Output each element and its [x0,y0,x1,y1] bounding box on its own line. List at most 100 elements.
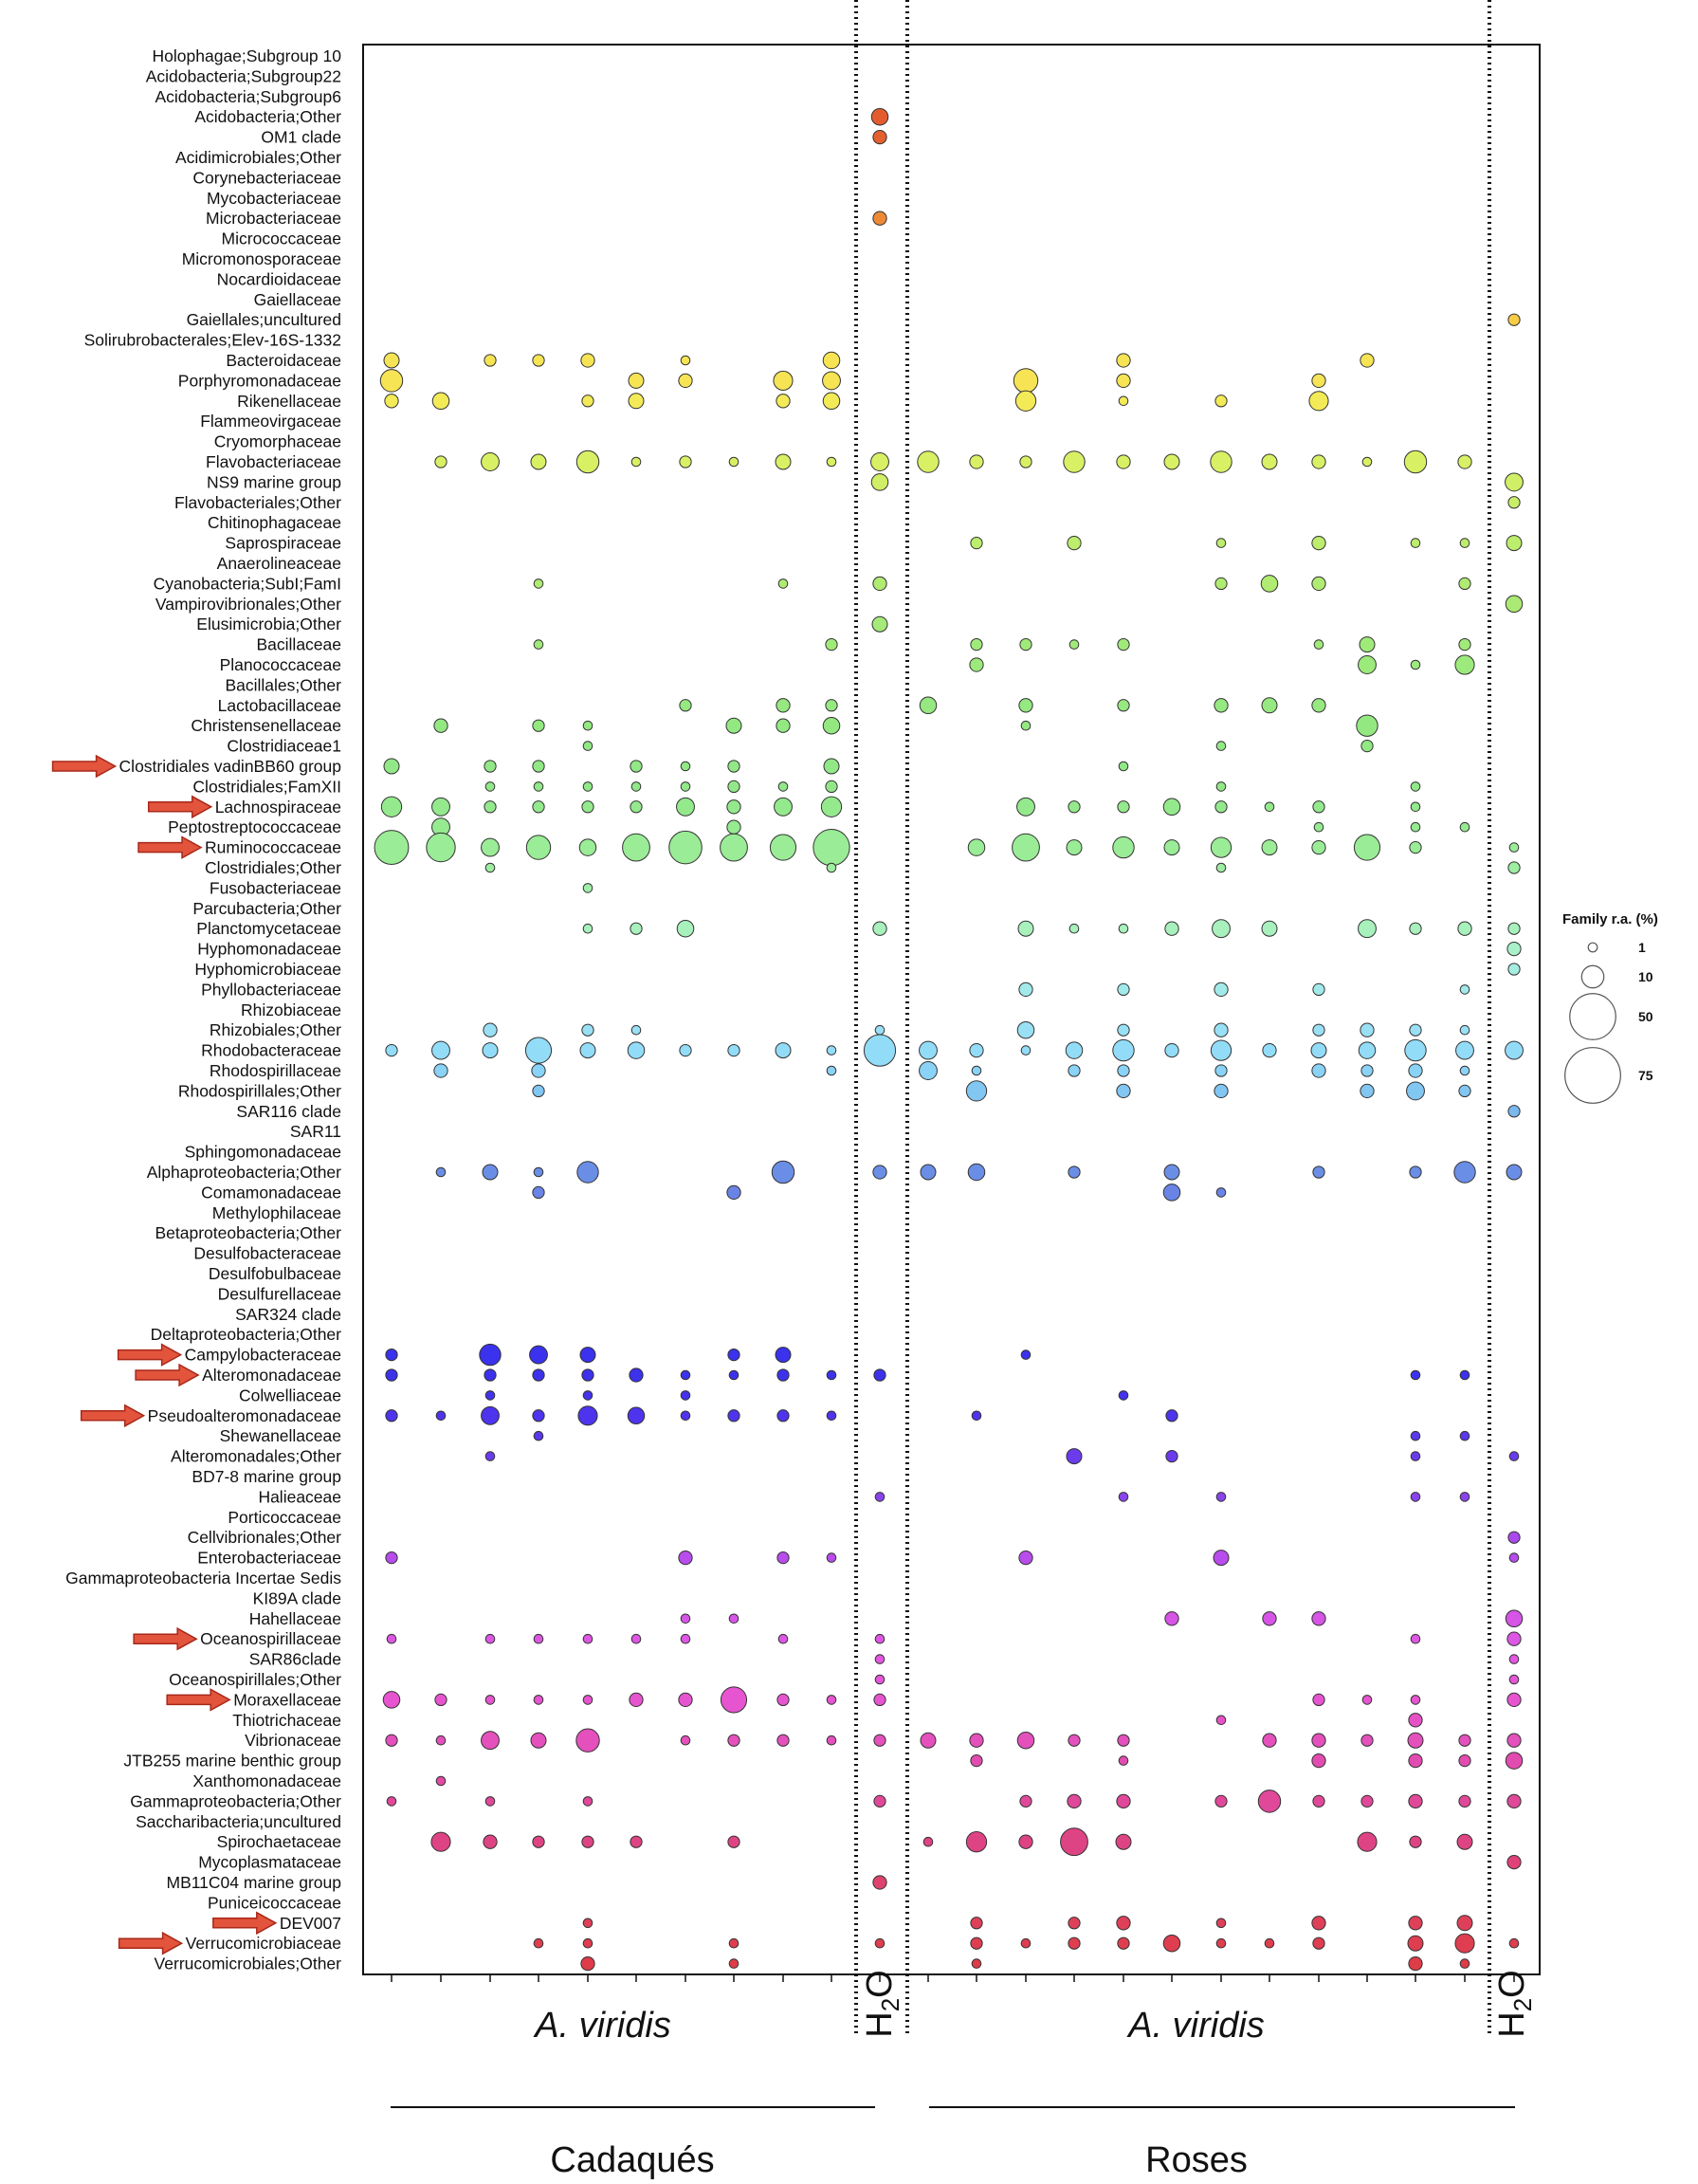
bubble-rhizobiales-other [874,1024,886,1036]
bubble-clostridiales-vadinbb60-group [1118,761,1129,772]
bubble-rhizobiales-other [1360,1022,1375,1037]
bubble-alteromonadaceae [728,1369,739,1381]
bubble-saprospiraceae [1215,538,1227,548]
bubble-planctomycetaceae [1457,921,1472,936]
bubble-moraxellaceae [1410,1695,1421,1705]
bubble-flavobacteriaceae [826,456,837,468]
bubble-flavobacteriaceae [969,454,984,469]
bubble-alteromonadaceae [680,1369,691,1381]
bubble-rhodobacteraceae [679,1043,692,1057]
x-ticks [391,1974,1515,1982]
family-label-verrucomicrobiaceae: Verrucomicrobiaceae [186,1934,341,1953]
bubble-enterobacteriaceae [1213,1550,1230,1567]
bubble-verrucomicrobiaceae [1068,1936,1081,1950]
bubble-spirochaetaceae [430,1831,451,1852]
bubble-hahellaceae [728,1613,739,1624]
bubble-pseudoalteromonadaceae [627,1406,646,1425]
bubble-pseudoalteromonadaceae [435,1410,447,1422]
bubble-clostridiales-famxii [777,781,789,792]
bubble-vibrionaceae [1068,1734,1081,1747]
bubble-rhodobacteraceae [969,1042,984,1058]
family-label-rhodospirillaceae: Rhodospirillaceae [210,1061,341,1080]
bubble-colwelliaceae [582,1390,593,1401]
bubble-ruminococcaceae [525,835,552,860]
bubble-rhodobacteraceae [482,1042,499,1059]
bubble-oceanospirillaceae [1506,1631,1522,1646]
family-label-acidobacteria-subgroup6: Acidobacteria;Subgroup6 [155,87,341,106]
bubble-rhodobacteraceae [919,1040,938,1060]
bubble-rhizobiales-other [1312,1023,1325,1037]
bubble-ruminococcaceae [1112,835,1135,859]
bubble-rikenellaceae [1214,395,1228,408]
bubble-vibrionaceae [1360,1734,1374,1747]
bubble-alteromonadaceae [1459,1369,1470,1381]
bubble-jtb255-marine-benthic-group [1505,1752,1524,1770]
bubble-rhodobacteraceae [1262,1042,1277,1058]
bubble-rhodobacteraceae [1455,1040,1474,1060]
bubbles [374,107,1524,1972]
bubble-flavobacteriaceae [870,452,889,471]
bubble-ruminococcaceae [1311,839,1326,855]
bubble-flavobacteriaceae [1403,450,1428,474]
bubble-pseudoalteromonadaceae [481,1405,500,1425]
bubble-rhodospirillales-other [1214,1083,1229,1099]
bubble-lachnospiraceae [431,797,450,817]
family-label-bd7-8-marine-group: BD7-8 marine group [192,1467,341,1486]
bubble-hahellaceae [680,1613,691,1624]
bubble-verrucomicrobiaceae [1454,1933,1475,1954]
bubble-pseudoalteromonadaceae [971,1410,982,1422]
bubble-phyllobacteriaceae [1214,982,1229,998]
bubble-flavobacteriaceae [1116,454,1131,469]
group-label-roses-coral: A. viridis [1126,2006,1265,2046]
bubble-rhodobacteraceae [1358,1041,1377,1059]
bubble-phyllobacteriaceae [1117,982,1130,997]
bubble-verrucomicrobiales-other [728,1958,739,1969]
bubble-pseudoalteromonadaceae [680,1410,691,1422]
bubble-halieaceae [874,1492,886,1502]
bubble-rhodobacteraceae [1065,1041,1084,1059]
bubble-oceanospirillaceae [386,1633,397,1644]
bubble-oceanospirillaceae [582,1633,593,1644]
bubble-lachnospiraceae [676,797,695,817]
bubble-dev007 [1408,1916,1423,1931]
bubble-xanthomonadaceae [435,1775,447,1787]
family-label-rhizobiales-other: Rhizobiales;Other [210,1020,341,1039]
family-label-acidobacteria-other: Acidobacteria;Other [194,107,341,126]
bubble-planctomycetaceae [1212,919,1231,939]
bubble-planctomycetaceae [1507,922,1521,935]
bubble-lachnospiraceae [1162,798,1181,817]
bubble-vibrionaceae [727,1734,740,1747]
bubble-lachnospiraceae [1312,800,1325,814]
bubble-ruminococcaceae [578,838,597,856]
bubble-alteromonadales-other [1066,1448,1083,1465]
bubble-pseudoalteromonadaceae [826,1410,837,1422]
bubble-saprospiraceae [1311,535,1326,551]
bubble-flavobacteriaceae [1261,453,1278,470]
bubble-phyllobacteriaceae [1018,982,1033,998]
bubble-peptostreptococcaceae [1459,821,1470,833]
family-label-fusobacteriaceae: Fusobacteriaceae [210,878,341,897]
family-label-alteromonadaceae: Alteromonadaceae [202,1366,341,1385]
bubble-campylobacteraceae [385,1348,398,1362]
bubble-flavobacteriaceae [530,453,547,470]
bubble-rhodospirillales-other [965,1080,988,1102]
water-label-tail: O [1492,1970,1532,1998]
family-label-micrococcaceae: Micrococcaceae [222,229,341,248]
bubble-ruminococcaceae [668,830,703,865]
bubble-jtb255-marine-benthic-group [1118,1755,1129,1766]
bubble-cellvibrionales-other [1507,1531,1521,1544]
family-label-xanthomonadaceae: Xanthomonadaceae [192,1771,341,1790]
bubble-planctomycetaceae [1118,923,1129,934]
bubble-lachnospiraceae [1117,800,1130,814]
family-label-anaerolineaceae: Anaerolineaceae [217,554,341,573]
bubble-christensenellaceae [582,720,593,731]
bubble-rhodobacteraceae [1310,1042,1327,1059]
bubble-moraxellaceae [484,1695,496,1705]
bubble-phyllobacteriaceae [1312,982,1325,997]
family-label-flavobacteriales-other: Flavobacteriales;Other [174,493,341,512]
bubble-verrucomicrobiaceae [728,1937,739,1949]
bubble-om1-clade [872,129,887,145]
bubble-lachnospiraceae [726,799,741,815]
family-label-clostridiales-famxii: Clostridiales;FamXII [192,777,341,796]
